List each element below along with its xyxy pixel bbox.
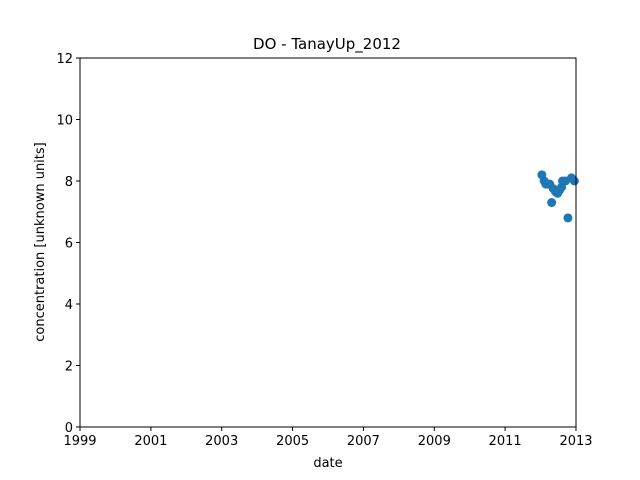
plot-area bbox=[537, 170, 579, 223]
x-tick-label: 2001 bbox=[134, 434, 167, 449]
y-axis: 0 2 4 6 8 10 12 bbox=[56, 52, 80, 436]
y-tick-label: 12 bbox=[56, 52, 73, 67]
x-tick-label: 1999 bbox=[63, 434, 96, 449]
x-tick-label: 2005 bbox=[276, 434, 309, 449]
y-tick-label: 8 bbox=[65, 175, 73, 190]
y-axis-label: concentration [unknown units] bbox=[33, 142, 48, 341]
y-tick-label: 6 bbox=[65, 237, 73, 252]
y-tick-label: 0 bbox=[65, 421, 73, 436]
y-tick-label: 10 bbox=[56, 114, 73, 129]
x-tick-label: 2011 bbox=[489, 434, 522, 449]
y-tick-label: 2 bbox=[65, 360, 73, 375]
x-tick-label: 2003 bbox=[205, 434, 238, 449]
y-tick-label: 4 bbox=[65, 298, 73, 313]
x-axis: 1999 2001 2003 2005 2007 2009 2011 2013 bbox=[63, 427, 593, 449]
chart-title: DO - TanayUp_2012 bbox=[253, 35, 401, 54]
data-point bbox=[569, 176, 579, 186]
data-point bbox=[563, 213, 573, 223]
x-tick-label: 2009 bbox=[418, 434, 451, 449]
x-axis-label: date bbox=[313, 456, 342, 471]
x-tick-label: 2013 bbox=[559, 434, 592, 449]
data-point bbox=[547, 198, 557, 208]
axes-frame bbox=[79, 57, 577, 428]
x-tick-label: 2007 bbox=[347, 434, 380, 449]
